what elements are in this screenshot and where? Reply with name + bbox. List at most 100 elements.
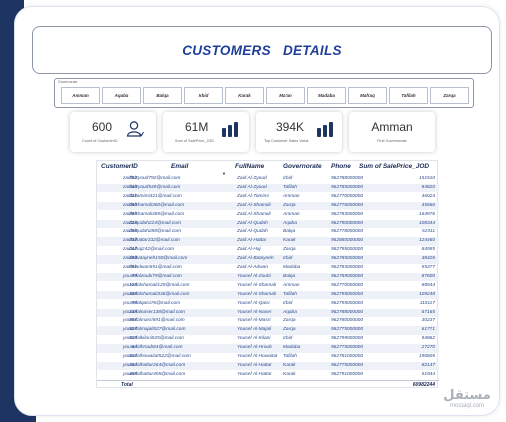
cell-email: yousefalhattar405@mail.com bbox=[123, 371, 186, 377]
cell-phone: 962770000000 bbox=[331, 193, 364, 199]
cell-email: zaidalqudah288@mail.com bbox=[123, 229, 181, 235]
money-stack-icon bbox=[222, 122, 238, 137]
cell-fullname: Zaid Al-Hattar bbox=[237, 238, 267, 244]
cell-email: yousefalmajali527@mail.com bbox=[123, 327, 186, 333]
cell-email: yousefalzoubi79@mail.com bbox=[123, 273, 182, 279]
table-row[interactable]: 405 yousefalhattar405@mail.com Yousef Al-H… bbox=[97, 371, 439, 380]
cell-phone: 962880000000 bbox=[331, 238, 364, 244]
slicer-option[interactable]: Zarqa bbox=[430, 87, 469, 104]
column-header-saleprice[interactable]: Sum of SalePrice_JOD bbox=[359, 163, 430, 170]
cell-email: yousefalhowaitat522@mail.com bbox=[123, 354, 191, 359]
title-card: CUSTOMERS DETAILS bbox=[32, 26, 492, 74]
table-row[interactable]: 385 zaidalshamali385@mail.com Zaid Al-Sham… bbox=[97, 211, 439, 220]
cell-phone: 962795000000 bbox=[331, 291, 364, 297]
cell-governorate: Irbid bbox=[283, 300, 293, 306]
cell-fullname: Zaid Al-Qudah bbox=[237, 220, 268, 226]
slicer-option[interactable]: Mafraq bbox=[348, 87, 387, 104]
cell-governorate: Zarqa bbox=[283, 247, 296, 253]
table-row[interactable]: 336 yousefalshamali336@mail.com Yousef Al-… bbox=[97, 290, 439, 300]
cell-customerid: 79 bbox=[131, 273, 137, 279]
cell-email: yousefalshamali125@mail.com bbox=[123, 282, 190, 288]
table-row[interactable]: 138 yousefalnaser138@mail.com Yousef Al-Na… bbox=[97, 308, 439, 317]
slicer-option[interactable]: Tafilah bbox=[389, 87, 428, 104]
slicer-option[interactable]: Karak bbox=[225, 87, 264, 104]
cell-email: yousefalhattar264@mail.com bbox=[123, 362, 186, 368]
kpi-value: 600 bbox=[92, 120, 113, 134]
cell-customerid: 549 bbox=[128, 184, 137, 190]
table-row[interactable]: 321 zaidaltamimi321@mail.com Zaid Al-Tamim… bbox=[97, 193, 439, 202]
table-total-row: Total 60982244 bbox=[97, 380, 439, 389]
column-header-phone[interactable]: Phone bbox=[331, 163, 351, 170]
cell-customerid: 224 bbox=[128, 220, 137, 226]
cell-phone: 962783000000 bbox=[331, 265, 364, 270]
kpi-caption: Count of CustomerID bbox=[82, 139, 118, 143]
column-header-email[interactable]: Email bbox=[171, 163, 189, 170]
cell-governorate: Balqa bbox=[283, 273, 296, 279]
cell-customerid: 125 bbox=[128, 282, 137, 288]
table-row[interactable]: 360 zaidalshamali360@mail.com Zaid Al-Sham… bbox=[97, 201, 439, 211]
table-row[interactable]: 525 yousefalkilani525@mail.com Yousef Al-K… bbox=[97, 335, 439, 344]
table-row[interactable]: 522 yousefalhowaitat522@mail.com Yousef Al… bbox=[97, 353, 439, 362]
table-row[interactable]: 242 zaidalhaj242@mail.com Zaid Al-Haj Zarqa… bbox=[97, 246, 439, 255]
table-row[interactable]: 551 zaidaladwan551@mail.com Zaid Al-Adwan M… bbox=[97, 264, 439, 273]
cell-customerid: 385 bbox=[128, 211, 137, 217]
table-row[interactable]: 125 yousefalshamali125@mail.com Yousef Al-… bbox=[97, 282, 439, 291]
table-row[interactable]: 79 yousefalzoubi79@mail.com Yousef Al-Zoub… bbox=[97, 272, 439, 282]
slicer-option[interactable]: Ma'an bbox=[266, 87, 305, 104]
cell-saleprice: 51944 bbox=[421, 371, 435, 377]
cell-phone: 962775000000 bbox=[331, 345, 364, 351]
cell-fullname: Zaid Al-Qudah bbox=[237, 229, 268, 235]
table-row[interactable]: 224 zaidalqudah224@mail.com Zaid Al-Qudah A… bbox=[97, 219, 439, 228]
table-row[interactable]: 332 zaidalhattar332@mail.com Zaid Al-Hatta… bbox=[97, 237, 439, 246]
table-row[interactable]: 527 yousefalmajali527@mail.com Yousef Al-M… bbox=[97, 326, 439, 335]
cell-email: zaidalshamali360@mail.com bbox=[123, 202, 185, 208]
column-header-fullname[interactable]: FullName bbox=[235, 163, 265, 170]
cell-customerid: 525 bbox=[128, 336, 137, 342]
cell-email: zaidalqudah224@mail.com bbox=[123, 220, 181, 226]
slicer-option[interactable]: Irbid bbox=[184, 87, 223, 104]
table-row[interactable]: 76 yousefalqaisi76@mail.com Yousef Al-Qais… bbox=[97, 300, 439, 309]
person-icon bbox=[126, 121, 144, 137]
slicer-option[interactable]: Amman bbox=[61, 87, 100, 104]
kpi-card-customer-count: 600 Count of CustomerID bbox=[70, 112, 156, 152]
cell-phone: 962778000000 bbox=[331, 229, 364, 235]
kpi-value: 394K bbox=[276, 120, 305, 134]
cell-governorate: Balqa bbox=[283, 229, 296, 235]
table-row[interactable]: 549 zaidalzyoud549@mail.com Zaid Al-Zyoud T… bbox=[97, 183, 439, 193]
table-header: CustomerID Email FullName Governorate Ph… bbox=[97, 161, 439, 176]
column-header-customerid[interactable]: CustomerID bbox=[101, 163, 138, 170]
cell-governorate: Karak bbox=[283, 371, 296, 377]
slicer-option[interactable]: Balqa bbox=[143, 87, 182, 104]
slicer-option[interactable]: Madaba bbox=[307, 87, 346, 104]
cell-saleprice: 109248 bbox=[418, 291, 435, 297]
table-row[interactable]: 591 yousefalmasri591@mail.com Yousef Al-Ma… bbox=[97, 317, 439, 326]
watermark-latin: mostaql.com bbox=[449, 403, 484, 409]
cell-email: zaidalshamali385@mail.com bbox=[123, 211, 185, 217]
table-row[interactable]: 64 yousefalhroub64@mail.com Yousef Al-Hrou… bbox=[97, 344, 439, 353]
cell-phone: 962788000000 bbox=[331, 176, 364, 181]
cell-saleprice: 84955 bbox=[421, 247, 435, 253]
cell-saleprice: 45566 bbox=[421, 202, 435, 208]
slicer-option[interactable]: Aqaba bbox=[102, 87, 141, 104]
mostaql-watermark: مستقل mostaql.com bbox=[436, 388, 498, 418]
cell-customerid: 64 bbox=[131, 345, 137, 351]
cell-customerid: 522 bbox=[128, 354, 137, 359]
cell-phone: 962775000000 bbox=[331, 362, 364, 368]
table-row[interactable]: 792 zaidalzyoud792@mail.com Zaid Al-Zyoud I… bbox=[97, 175, 439, 184]
cell-fullname: Yousef Al-Howaitat bbox=[237, 354, 278, 359]
table-row[interactable]: 264 yousefalhattar264@mail.com Yousef Al-H… bbox=[97, 361, 439, 371]
table-row[interactable]: 150 zaidalbatayneh150@mail.com Zaid Al-Bat… bbox=[97, 255, 439, 264]
cell-email: zaidalhaj242@mail.com bbox=[123, 247, 174, 253]
page-title: CUSTOMERS DETAILS bbox=[182, 42, 342, 58]
cell-email: yousefalnaser138@mail.com bbox=[123, 309, 185, 315]
cell-fullname: Zaid Al-Adwan bbox=[237, 265, 269, 270]
cell-governorate: Amman bbox=[283, 193, 300, 199]
cell-customerid: 591 bbox=[128, 318, 137, 324]
cell-phone: 962780000000 bbox=[331, 318, 364, 324]
cell-customerid: 792 bbox=[128, 176, 137, 181]
money-stack-icon bbox=[317, 122, 333, 137]
cell-fullname: Yousef Al-Hroub bbox=[237, 345, 272, 351]
column-header-governorate[interactable]: Governorate bbox=[283, 163, 322, 170]
table-row[interactable]: 288 zaidalqudah288@mail.com Zaid Al-Qudah B… bbox=[97, 228, 439, 237]
cell-saleprice: 67165 bbox=[421, 309, 435, 315]
